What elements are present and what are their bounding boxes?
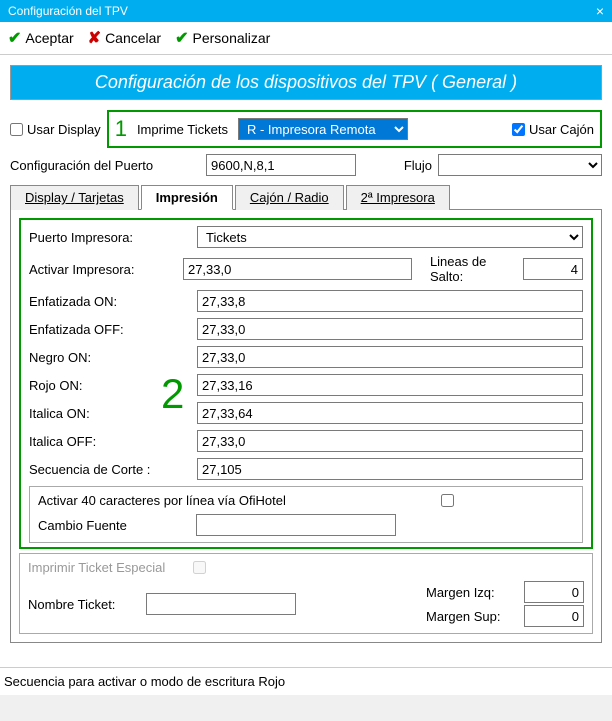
margen-sup-input[interactable] xyxy=(524,605,584,627)
imprime-tickets-label: Imprime Tickets xyxy=(137,122,228,137)
negro-on-input[interactable] xyxy=(197,346,583,368)
customize-label: Personalizar xyxy=(193,30,271,46)
accept-button[interactable]: ✔ Aceptar xyxy=(8,28,74,48)
flujo-label: Flujo xyxy=(372,158,432,173)
imprime-tickets-select[interactable]: R - Impresora Remota xyxy=(238,118,408,140)
enf-on-input[interactable] xyxy=(197,290,583,312)
italica-on-input[interactable] xyxy=(197,402,583,424)
cancel-button[interactable]: ✘ Cancelar xyxy=(88,28,161,48)
tab-display[interactable]: Display / Tarjetas xyxy=(10,185,139,210)
activar-40-label: Activar 40 caracteres por línea vía OfiH… xyxy=(38,493,433,508)
customize-button[interactable]: ✔ Personalizar xyxy=(175,28,270,48)
close-icon[interactable]: × xyxy=(596,3,604,19)
activar-40-checkbox[interactable] xyxy=(441,494,454,507)
enf-off-input[interactable] xyxy=(197,318,583,340)
tab-impresion[interactable]: Impresión xyxy=(141,185,233,210)
imprimir-especial-checkbox xyxy=(193,561,206,574)
accept-label: Aceptar xyxy=(25,30,73,46)
cambio-fuente-input[interactable] xyxy=(196,514,396,536)
margen-izq-input[interactable] xyxy=(524,581,584,603)
enf-off-label: Enfatizada OFF: xyxy=(29,322,189,337)
corte-input[interactable] xyxy=(197,458,583,480)
usar-cajon-label: Usar Cajón xyxy=(529,122,594,137)
enf-on-label: Enfatizada ON: xyxy=(29,294,189,309)
window-title: Configuración del TPV xyxy=(8,4,128,18)
corte-label: Secuencia de Corte : xyxy=(29,462,189,477)
negro-on-label: Negro ON: xyxy=(29,350,189,365)
margen-sup-label: Margen Sup: xyxy=(426,609,516,624)
usar-cajon-checkbox[interactable]: Usar Cajón xyxy=(512,122,594,137)
usar-display-checkbox[interactable]: Usar Display xyxy=(10,122,101,137)
cambio-fuente-label: Cambio Fuente xyxy=(38,518,188,533)
italica-off-label: Italica OFF: xyxy=(29,434,189,449)
port-config-input[interactable] xyxy=(206,154,356,176)
tab-cajon[interactable]: Cajón / Radio xyxy=(235,185,344,210)
check-icon: ✔ xyxy=(8,28,21,48)
cancel-label: Cancelar xyxy=(105,30,161,46)
flujo-select[interactable] xyxy=(438,154,602,176)
activar-impresora-input[interactable] xyxy=(183,258,412,280)
usar-display-label: Usar Display xyxy=(27,122,101,137)
puerto-impresora-select[interactable]: Tickets xyxy=(197,226,583,248)
italica-off-input[interactable] xyxy=(197,430,583,452)
margen-izq-label: Margen Izq: xyxy=(426,585,516,600)
section-header: Configuración de los dispositivos del TP… xyxy=(10,65,602,100)
tab-impresora2[interactable]: 2ª Impresora xyxy=(346,185,450,210)
lineas-salto-label: Lineas de Salto: xyxy=(430,254,515,284)
lineas-salto-input[interactable] xyxy=(523,258,583,280)
status-bar: Secuencia para activar o modo de escritu… xyxy=(0,667,612,695)
nombre-ticket-label: Nombre Ticket: xyxy=(28,597,138,612)
imprimir-especial-label: Imprimir Ticket Especial xyxy=(28,560,165,575)
puerto-impresora-label: Puerto Impresora: xyxy=(29,230,189,245)
annotation-2: 2 xyxy=(161,370,184,418)
rojo-on-input[interactable] xyxy=(197,374,583,396)
activar-impresora-label: Activar Impresora: xyxy=(29,262,175,277)
check-icon: ✔ xyxy=(175,28,188,48)
nombre-ticket-input[interactable] xyxy=(146,593,296,615)
x-icon: ✘ xyxy=(88,28,101,48)
annotation-1: 1 xyxy=(115,116,127,142)
port-config-label: Configuración del Puerto xyxy=(10,158,200,173)
